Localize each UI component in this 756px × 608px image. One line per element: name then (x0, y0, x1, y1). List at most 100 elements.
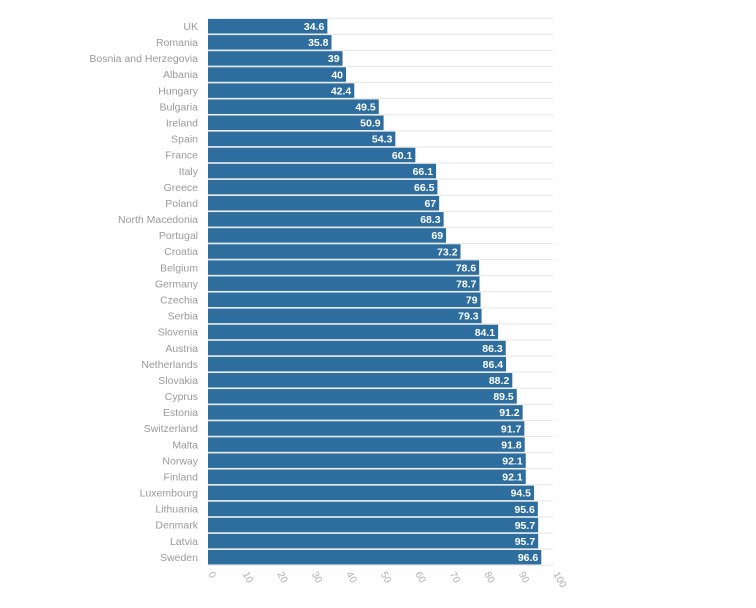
data-label: 49.5 (355, 102, 376, 114)
data-label: 94.5 (511, 488, 532, 500)
bar (208, 517, 539, 533)
bar (208, 485, 535, 501)
x-tick-label: 70 (447, 570, 462, 586)
category-label: Greece (164, 182, 199, 194)
category-label: Romania (156, 37, 198, 49)
data-labels: 34.6 35.8 39 40 42.449.5 50.9 54.3 60.166.1 66.5… (304, 21, 538, 564)
bar (208, 437, 525, 452)
bar (208, 244, 461, 259)
bar (208, 356, 507, 372)
data-label: 42.4 (331, 85, 352, 97)
bar (208, 501, 538, 517)
category-label: Denmark (155, 520, 198, 532)
data-label: 40 (331, 69, 343, 81)
category-label: Finland (164, 471, 199, 483)
category-label: Poland (165, 198, 198, 210)
category-labels: UK Romania Bosnia and Herzegovia Albania Hun… (89, 21, 198, 564)
x-tick-label: 40 (343, 570, 358, 586)
bar (208, 549, 542, 565)
data-label: 91.8 (501, 439, 522, 451)
bar (208, 340, 506, 356)
data-label: 95.6 (514, 504, 535, 516)
bar (208, 372, 513, 388)
x-tick-label: 90 (516, 570, 531, 586)
data-label: 66.5 (414, 182, 435, 194)
category-label: Bosnia and Herzegovia (89, 53, 198, 65)
bar (208, 212, 444, 227)
category-label: Sweden (160, 552, 198, 564)
data-label: 78.7 (456, 278, 477, 290)
x-tick-label: 10 (240, 570, 255, 586)
data-label: 88.2 (489, 375, 510, 387)
bar (208, 19, 328, 34)
x-tick-label: 80 (481, 570, 496, 586)
bar (208, 163, 437, 179)
bar (208, 389, 517, 404)
category-label: Luxembourg (140, 488, 199, 500)
data-label: 91.7 (501, 423, 522, 435)
data-label: 92.1 (502, 472, 523, 484)
data-label: 35.8 (308, 37, 329, 49)
category-label: Switzerland (144, 423, 198, 435)
bar (208, 83, 355, 98)
category-label: Albania (163, 69, 198, 81)
x-tick-label: 60 (412, 570, 427, 586)
bar (208, 35, 332, 50)
data-label: 92.1 (502, 455, 523, 467)
x-tick-label: 100 (550, 570, 568, 590)
category-label: Slovakia (158, 375, 198, 387)
data-label: 95.7 (515, 520, 536, 532)
bar (208, 453, 526, 468)
data-label: 79.3 (458, 311, 479, 323)
data-label: 79 (466, 295, 478, 307)
category-label: Belgium (160, 262, 198, 274)
bar (208, 308, 482, 324)
category-label: Lithuania (155, 504, 198, 516)
bar (208, 195, 440, 211)
bar (208, 469, 526, 485)
data-label: 34.6 (304, 21, 325, 33)
gridlines (208, 17, 553, 566)
data-label: 67 (424, 198, 436, 210)
bar (208, 228, 447, 243)
category-label: Spain (171, 134, 198, 146)
category-label: Austria (165, 343, 198, 355)
x-axis-ticks: 0 10 20 30 40 50 60 70 80 90 100 (205, 570, 568, 590)
data-label: 66.1 (413, 166, 434, 178)
bar (208, 131, 396, 147)
data-label: 69 (431, 230, 443, 242)
data-label: 50.9 (360, 118, 381, 130)
category-label: Ireland (166, 117, 198, 129)
data-label: 73.2 (437, 246, 458, 258)
bar (208, 51, 343, 66)
bar (208, 276, 480, 291)
x-tick-label: 30 (309, 570, 324, 586)
category-label: Malta (172, 439, 198, 451)
data-label: 95.7 (515, 536, 536, 548)
category-label: Latvia (170, 536, 198, 548)
category-label: Serbia (168, 311, 199, 323)
category-label: UK (183, 21, 198, 33)
bar (208, 115, 384, 131)
x-tick-label: 50 (378, 570, 393, 586)
bar (208, 260, 480, 275)
category-label: Hungary (158, 85, 198, 97)
category-label: Germany (155, 278, 199, 290)
category-label: Cyprus (165, 391, 198, 403)
data-label: 39 (328, 53, 340, 65)
category-label: Slovenia (158, 327, 198, 339)
category-label: Norway (162, 455, 198, 467)
data-label: 78.6 (456, 262, 477, 274)
bar (208, 324, 499, 340)
data-label: 68.3 (420, 214, 441, 226)
x-tick-label: 20 (274, 570, 289, 586)
data-label: 54.3 (372, 134, 393, 146)
category-label: Czechia (160, 294, 198, 306)
category-label: Netherlands (141, 359, 198, 371)
data-label: 96.6 (518, 552, 539, 564)
x-tick-label: 0 (205, 570, 218, 581)
category-label: Italy (179, 166, 199, 178)
data-label: 84.1 (475, 327, 496, 339)
